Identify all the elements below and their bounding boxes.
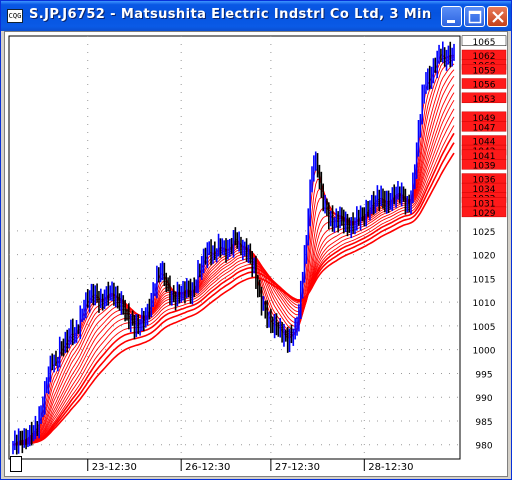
moving-average-line [13,152,455,446]
price-label: 1062 [473,52,496,62]
price-label: 1029 [473,209,496,219]
x-tick-label: 27-12:30 [275,462,320,473]
maximize-icon [468,10,482,24]
y-tick-label: 1005 [473,323,496,333]
y-tick-label: 1015 [473,275,496,285]
price-label-box [461,35,507,47]
price-label: 1036 [473,176,496,186]
price-label: 1047 [473,123,496,133]
price-label-box [461,64,507,75]
x-tick-label: 23-12:30 [92,462,137,473]
price-label: 1065 [473,38,496,48]
x-tick-label: 28-12:30 [368,462,413,473]
status-indicator[interactable] [10,456,22,472]
y-tick-label: 1020 [473,252,496,262]
y-tick-label: 1025 [473,228,496,238]
app-icon[interactable]: CQG [7,9,23,23]
price-label: 1034 [473,185,496,195]
plot-frame [8,35,461,460]
moving-average-line [13,142,455,446]
minimize-button[interactable] [441,6,462,27]
price-label: 1049 [473,114,496,124]
y-tick-label: 1000 [473,347,496,357]
price-label-box [461,121,507,132]
close-button[interactable] [487,6,508,27]
price-label: 1041 [473,152,496,162]
y-tick-label: 990 [475,394,492,404]
moving-average-line [13,132,455,446]
window-title: S.JP.J6752 - Matsushita Electric Indstrl… [29,7,432,22]
title-bar[interactable]: CQG S.JP.J6752 - Matsushita Electric Ind… [1,1,511,31]
y-tick-label: 995 [475,370,492,380]
x-tick-label: 26-12:30 [185,462,230,473]
price-label: 1059 [473,66,496,76]
y-tick-label: 980 [475,442,492,452]
price-label-box [461,159,507,170]
minimize-icon [447,20,455,23]
moving-average-line [13,116,455,446]
maximize-button[interactable] [464,6,485,27]
moving-average-line [12,92,455,446]
price-label-box [461,206,507,218]
price-label: 1044 [473,138,496,148]
chart-area[interactable]: 1065106210601059105610531049104710441042… [4,31,508,477]
price-label-box [461,78,507,89]
moving-average-line [13,108,455,446]
y-tick-label: 1010 [473,299,496,309]
price-label: 1053 [473,95,496,105]
price-label: 1056 [473,81,496,91]
moving-average-line [12,99,455,446]
moving-average-line [13,125,455,446]
close-icon [492,11,504,23]
price-label: 1031 [473,199,496,209]
price-label-box [461,92,507,104]
price-label: 1039 [473,161,496,171]
y-tick-label: 985 [475,418,492,428]
price-chart[interactable]: 1065106210601059105610531049104710441042… [5,32,509,478]
